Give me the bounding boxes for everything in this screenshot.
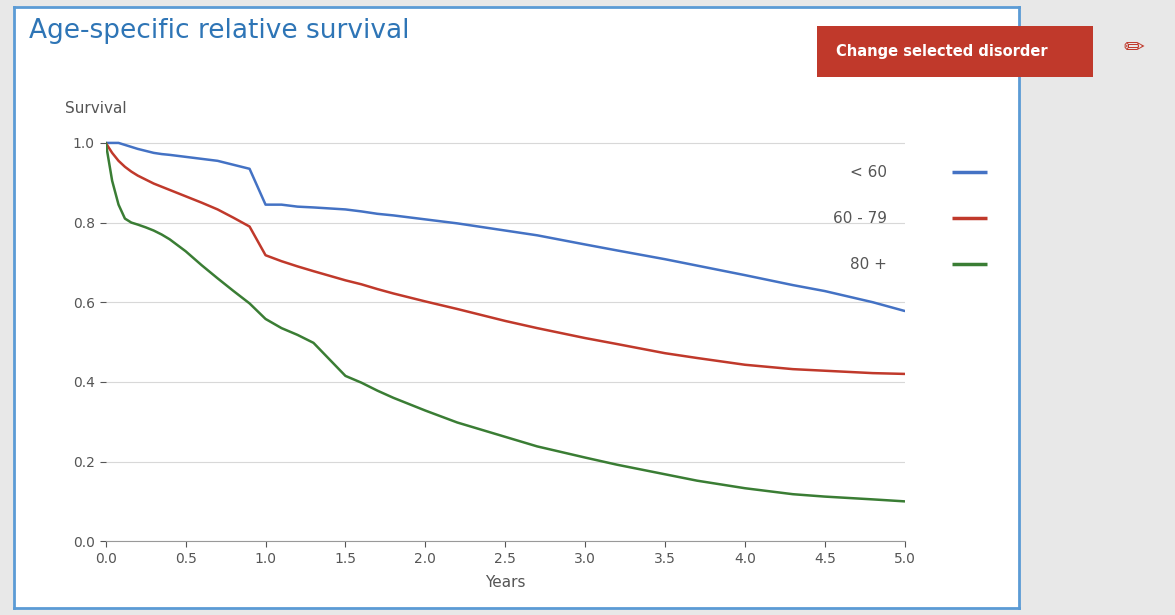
Text: 60 - 79: 60 - 79 <box>833 211 887 226</box>
Text: Change selected disorder: Change selected disorder <box>835 44 1048 59</box>
Text: 80 +: 80 + <box>851 257 887 272</box>
Text: Age-specific relative survival: Age-specific relative survival <box>29 18 410 44</box>
Circle shape <box>1108 22 1160 74</box>
Text: < 60: < 60 <box>851 165 887 180</box>
Text: ✏: ✏ <box>1123 36 1144 60</box>
X-axis label: Years: Years <box>485 574 525 590</box>
Text: Survival: Survival <box>65 101 126 116</box>
